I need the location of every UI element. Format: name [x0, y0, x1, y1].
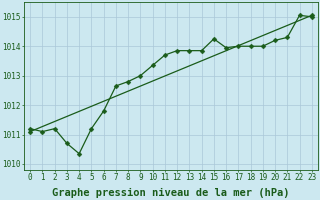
X-axis label: Graphe pression niveau de la mer (hPa): Graphe pression niveau de la mer (hPa): [52, 188, 290, 198]
